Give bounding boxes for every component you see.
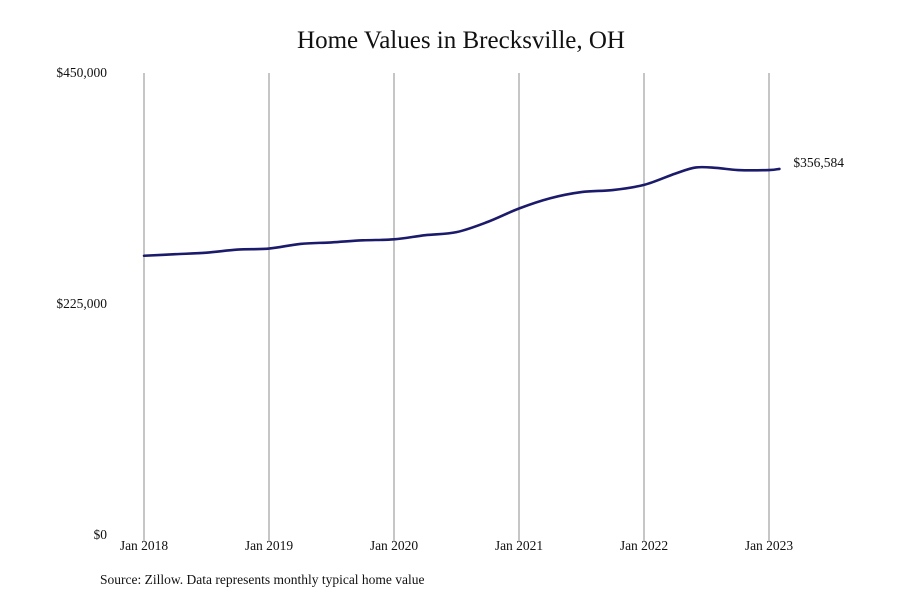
x-tick-label: Jan 2018 xyxy=(120,538,169,553)
y-tick-label: $225,000 xyxy=(56,296,107,311)
x-tick-label: Jan 2022 xyxy=(620,538,668,553)
y-tick-label: $0 xyxy=(94,527,108,542)
x-tick-label: Jan 2019 xyxy=(245,538,294,553)
x-tick-label: Jan 2020 xyxy=(370,538,419,553)
x-tick-label: Jan 2021 xyxy=(495,538,543,553)
chart-title: Home Values in Brecksville, OH xyxy=(297,27,625,54)
y-axis-tick-labels: $0 $225,000 $450,000 xyxy=(56,65,107,542)
series-line-0 xyxy=(142,165,781,258)
vertical-gridlines xyxy=(143,73,770,541)
series-lines xyxy=(142,165,781,258)
source-note: Source: Zillow. Data represents monthly … xyxy=(100,572,425,587)
annotations: $356,584 xyxy=(793,155,844,170)
end-value-label: $356,584 xyxy=(793,155,844,170)
x-axis-tick-labels: Jan 2018 Jan 2019 Jan 2020 Jan 2021 Jan 2022… xyxy=(120,538,794,553)
x-tick-label: Jan 2023 xyxy=(745,538,794,553)
y-tick-label: $450,000 xyxy=(56,65,107,80)
